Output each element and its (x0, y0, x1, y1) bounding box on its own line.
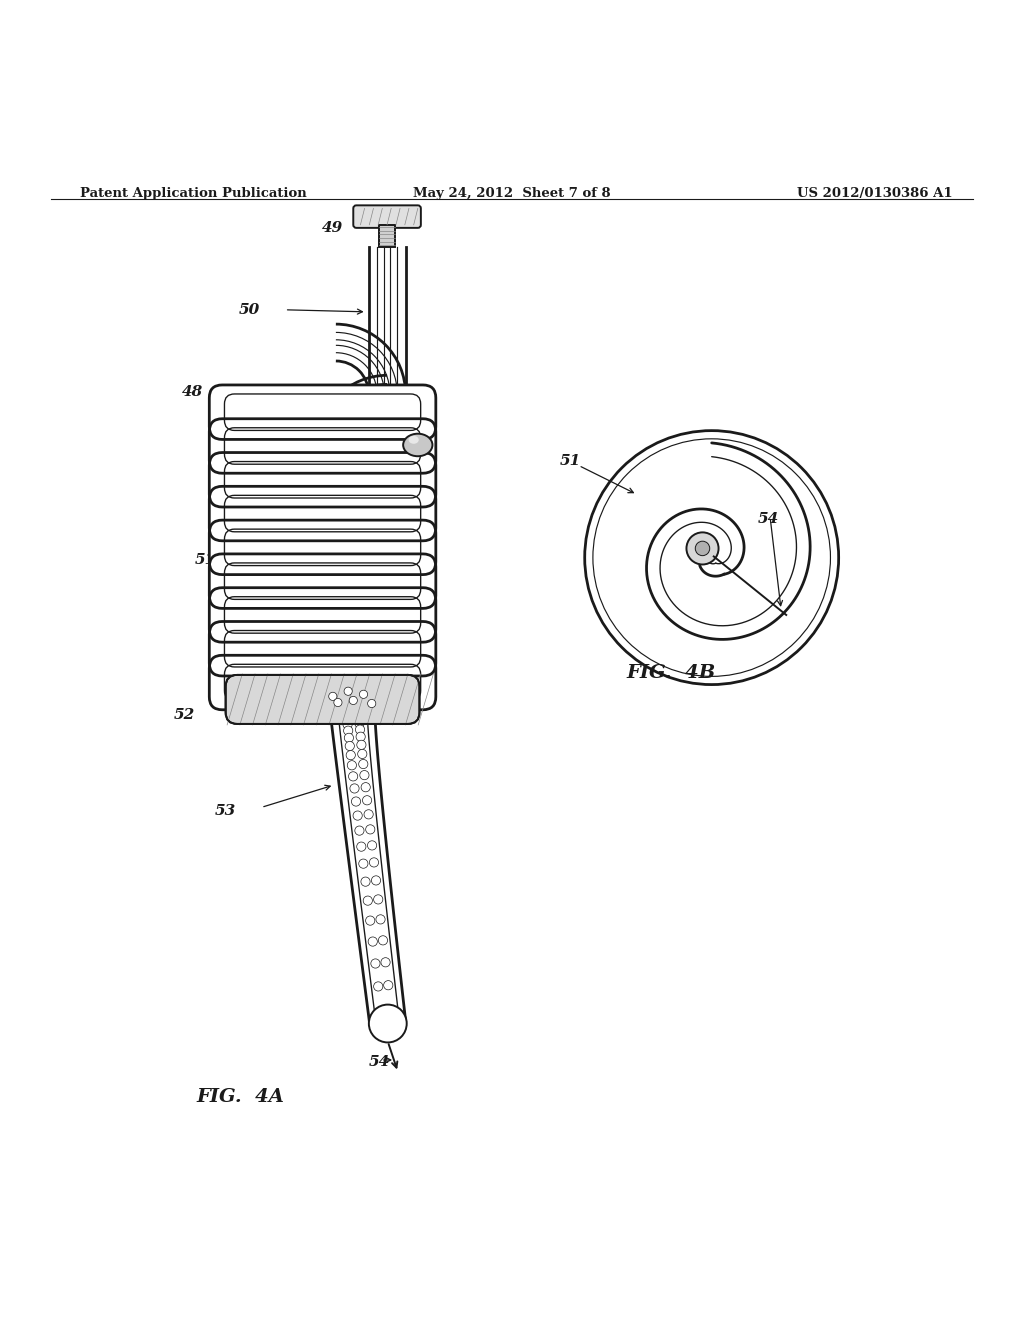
Text: Patent Application Publication: Patent Application Publication (80, 187, 306, 199)
Circle shape (355, 719, 365, 729)
Text: FIG.  4B: FIG. 4B (626, 664, 716, 682)
Circle shape (374, 895, 383, 904)
Circle shape (355, 826, 365, 836)
Polygon shape (330, 709, 406, 1026)
Circle shape (349, 697, 357, 705)
Circle shape (356, 741, 366, 750)
FancyBboxPatch shape (209, 453, 436, 507)
FancyBboxPatch shape (225, 675, 420, 723)
Circle shape (345, 742, 354, 751)
Circle shape (364, 809, 373, 818)
Circle shape (346, 751, 355, 760)
Circle shape (370, 858, 379, 867)
Circle shape (695, 541, 710, 556)
Circle shape (585, 430, 839, 685)
Circle shape (347, 760, 356, 770)
FancyBboxPatch shape (209, 655, 436, 710)
Circle shape (361, 783, 371, 792)
Circle shape (369, 1005, 407, 1043)
FancyBboxPatch shape (209, 554, 436, 609)
FancyBboxPatch shape (353, 206, 421, 228)
Circle shape (362, 796, 372, 805)
Text: 51: 51 (560, 454, 582, 469)
Text: 54: 54 (369, 1055, 390, 1069)
Circle shape (359, 771, 369, 780)
Circle shape (368, 841, 377, 850)
Circle shape (348, 772, 357, 781)
Circle shape (351, 797, 360, 807)
Circle shape (372, 875, 381, 884)
Circle shape (384, 981, 393, 990)
Circle shape (358, 859, 368, 869)
Text: US 2012/0130386 A1: US 2012/0130386 A1 (797, 187, 952, 199)
Circle shape (342, 714, 351, 723)
Circle shape (360, 876, 370, 886)
Circle shape (350, 784, 359, 793)
Circle shape (368, 700, 376, 708)
Circle shape (376, 915, 385, 924)
Circle shape (355, 725, 365, 734)
FancyBboxPatch shape (209, 418, 436, 474)
Circle shape (344, 688, 352, 696)
Circle shape (344, 733, 353, 742)
Text: 49: 49 (322, 220, 343, 235)
Circle shape (366, 825, 375, 834)
Circle shape (369, 937, 378, 946)
FancyBboxPatch shape (209, 486, 436, 541)
Circle shape (357, 750, 367, 759)
Circle shape (381, 958, 390, 966)
Ellipse shape (403, 434, 432, 457)
FancyBboxPatch shape (209, 587, 436, 643)
FancyBboxPatch shape (209, 622, 436, 676)
Text: 54: 54 (758, 512, 779, 525)
Text: 52: 52 (174, 708, 196, 722)
Circle shape (329, 692, 337, 701)
Circle shape (342, 708, 351, 717)
FancyBboxPatch shape (209, 385, 436, 440)
Text: 50: 50 (239, 302, 260, 317)
Text: FIG.  4A: FIG. 4A (197, 1088, 285, 1106)
Circle shape (374, 982, 383, 991)
Circle shape (358, 759, 368, 768)
Circle shape (366, 916, 375, 925)
Circle shape (354, 714, 364, 723)
Circle shape (356, 733, 366, 742)
Circle shape (344, 726, 353, 735)
FancyBboxPatch shape (209, 520, 436, 574)
Circle shape (364, 896, 373, 906)
Circle shape (686, 532, 719, 565)
Text: 48: 48 (182, 384, 204, 399)
Text: May 24, 2012  Sheet 7 of 8: May 24, 2012 Sheet 7 of 8 (414, 187, 610, 199)
Circle shape (371, 958, 380, 968)
Circle shape (342, 710, 351, 719)
Ellipse shape (409, 436, 419, 444)
Text: 51: 51 (195, 553, 216, 566)
Circle shape (353, 810, 362, 820)
Circle shape (359, 690, 368, 698)
Text: 53: 53 (215, 804, 237, 817)
Circle shape (354, 710, 364, 719)
Circle shape (356, 842, 366, 851)
Circle shape (343, 719, 352, 729)
Circle shape (354, 706, 364, 715)
Circle shape (378, 936, 387, 945)
Circle shape (334, 698, 342, 706)
FancyBboxPatch shape (379, 224, 395, 247)
